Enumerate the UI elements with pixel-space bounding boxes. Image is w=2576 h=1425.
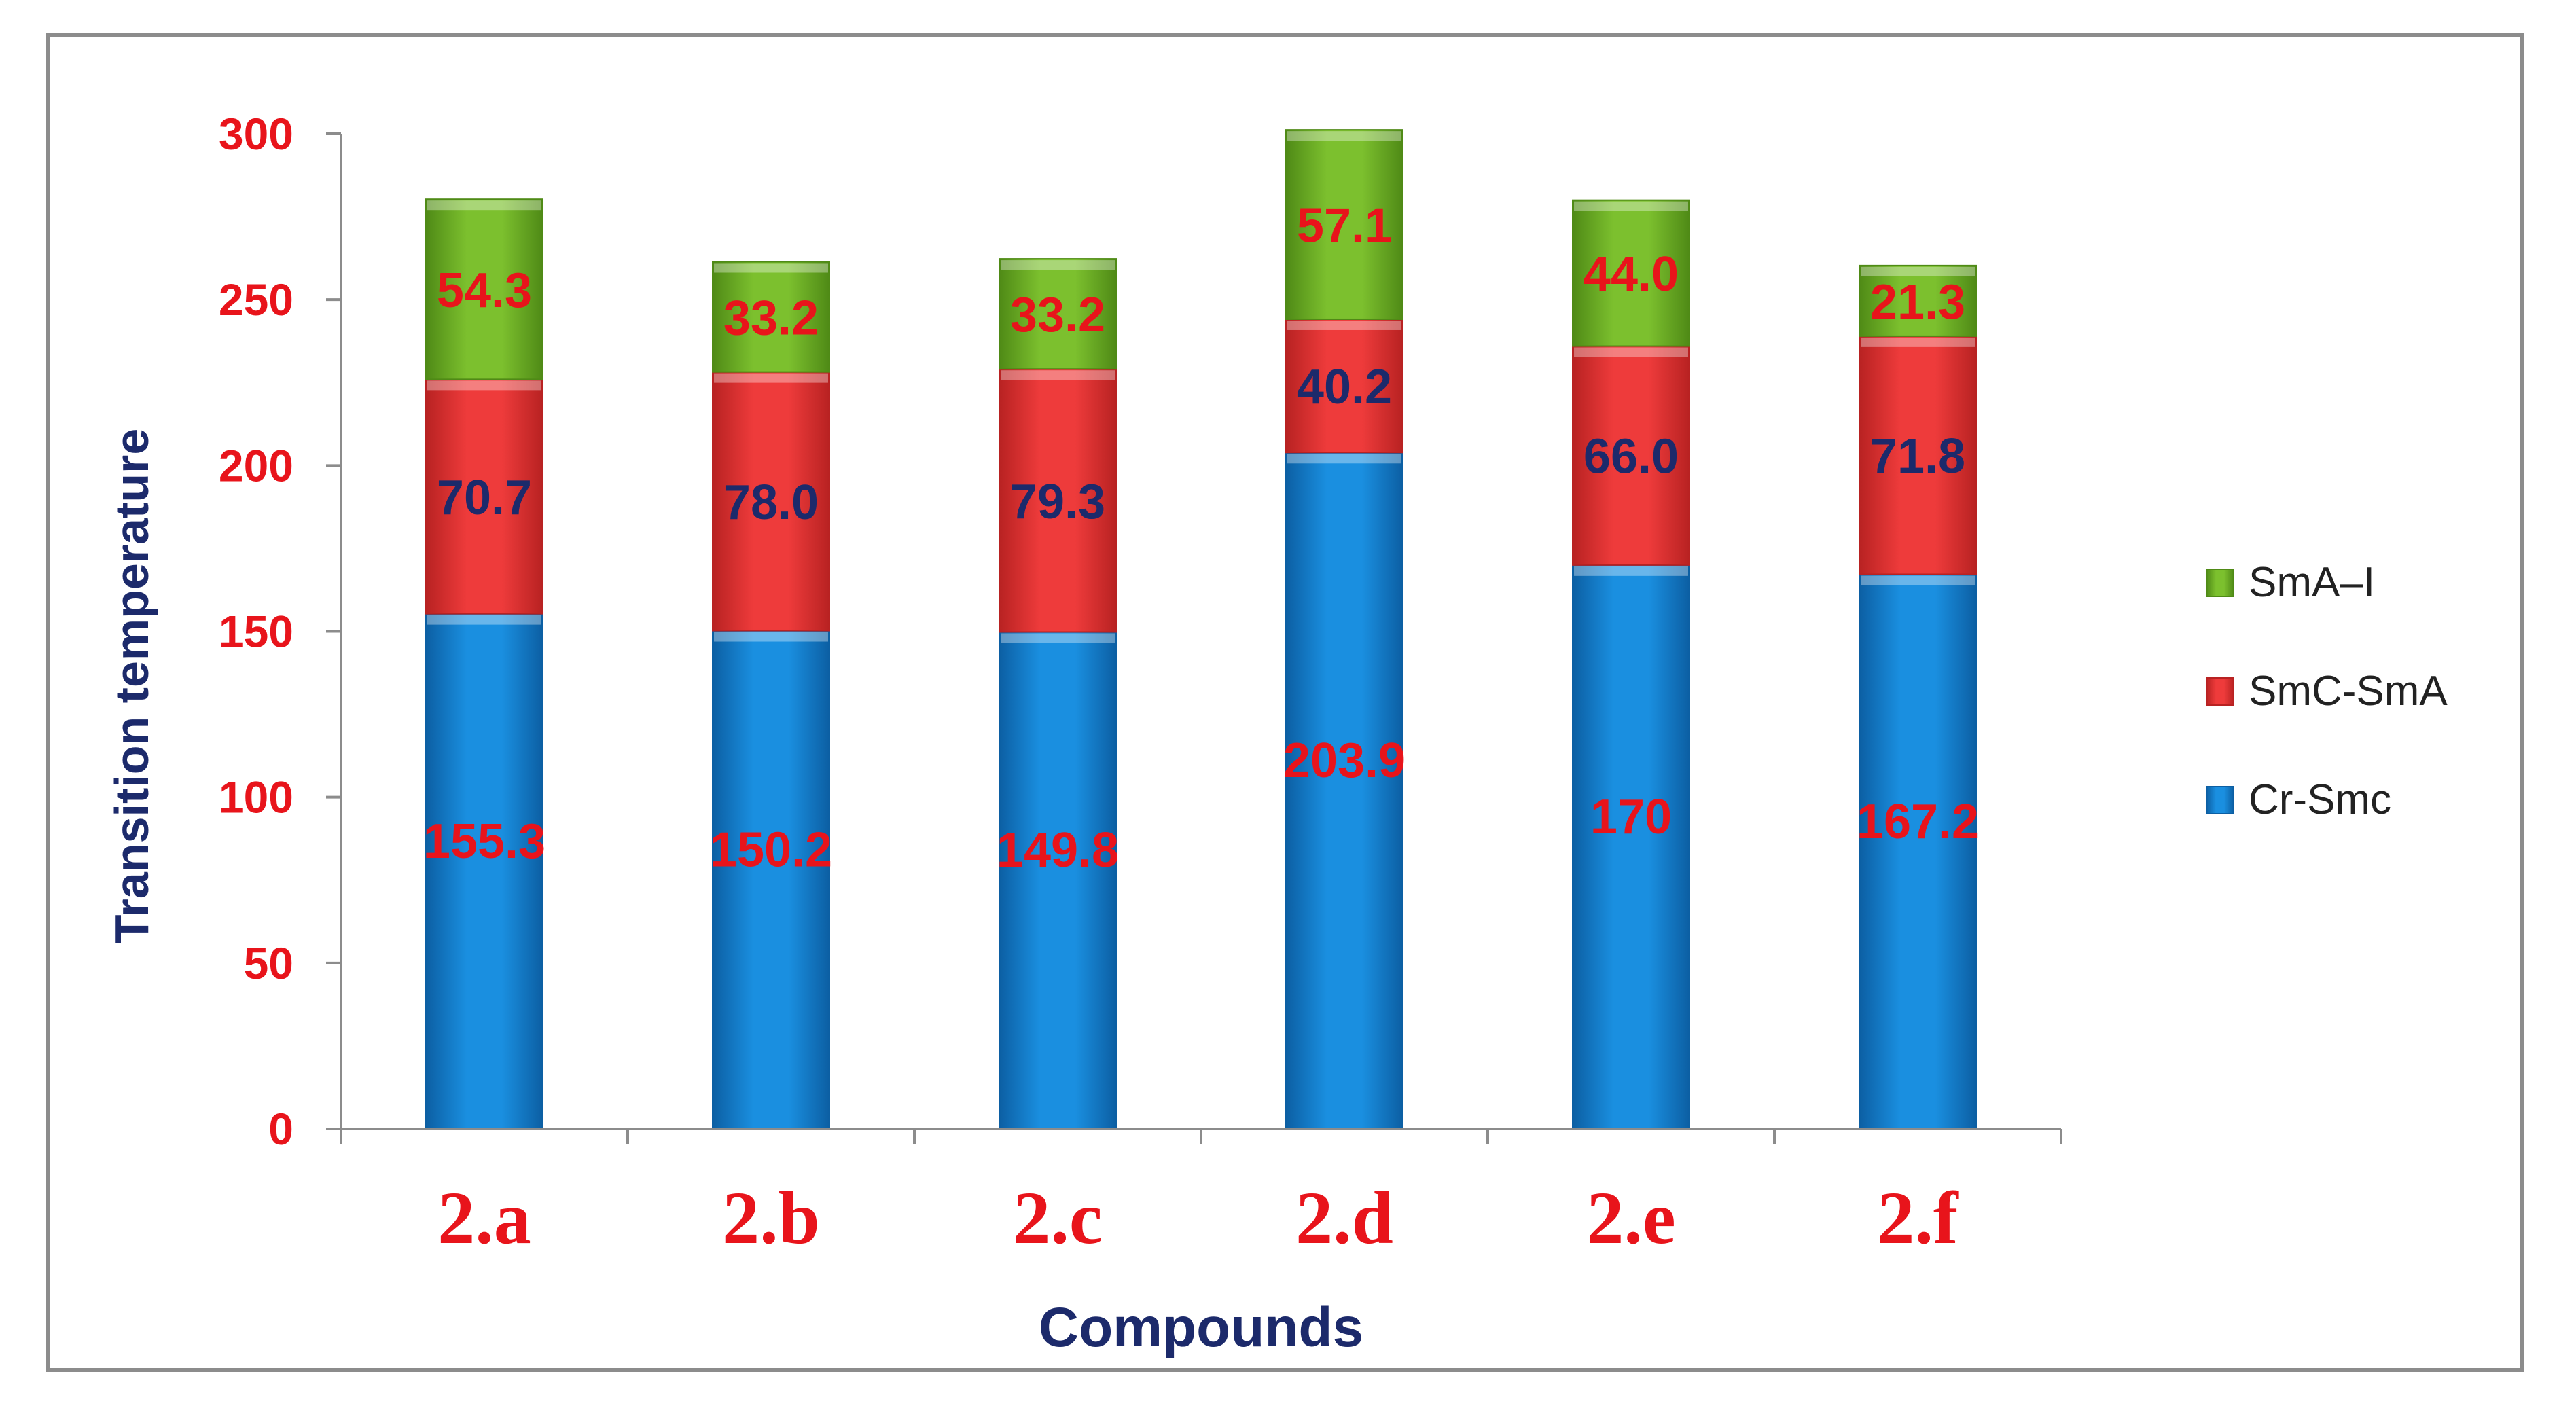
- bar-segment: [1285, 452, 1403, 1130]
- bar-segment-highlight: [1001, 633, 1115, 643]
- y-ticks-group: 0 50 100 150 200 250 300: [219, 109, 341, 1154]
- data-label: 78.0: [723, 475, 819, 530]
- y-tick-label: 250: [219, 274, 293, 325]
- bar-segment: [999, 258, 1117, 370]
- data-label: 54.3: [437, 264, 532, 318]
- y-axis-title: Transition temperature: [105, 429, 158, 944]
- data-label: 44.0: [1584, 247, 1679, 302]
- data-label: 66.0: [1584, 430, 1679, 484]
- data-label: 149.8: [997, 823, 1119, 878]
- data-label: 57.1: [1297, 199, 1392, 253]
- bar-segment-highlight: [1287, 131, 1401, 141]
- bar-segment-highlight: [427, 380, 541, 391]
- bar-segment: [999, 631, 1117, 1130]
- bar-segment-highlight: [1861, 337, 1975, 347]
- bar-segment-highlight: [1861, 266, 1975, 276]
- x-tick-label: 2.f: [1877, 1176, 1959, 1259]
- data-label: 33.2: [1010, 288, 1105, 342]
- data-label: 170: [1590, 790, 1672, 844]
- bar-segment-highlight: [1574, 201, 1688, 211]
- y-tick-label: 150: [219, 607, 293, 657]
- data-label: 21.3: [1870, 275, 1965, 329]
- bar-segment-highlight: [714, 263, 828, 273]
- x-tick-label: 2.e: [1586, 1176, 1675, 1259]
- data-label: 33.2: [723, 291, 819, 346]
- bar-segment: [712, 630, 830, 1130]
- bar-segment: [1572, 199, 1690, 347]
- data-labels-group: 155.3 70.7 54.3 150.2 78.0 33.2 149.8 79.3 33.2 2…: [423, 199, 1979, 878]
- legend-swatch: [2206, 677, 2234, 706]
- data-label: 167.2: [1857, 795, 1979, 849]
- bar-segment: [1572, 564, 1690, 1130]
- bar-segment: [999, 368, 1117, 633]
- bar-segment: [712, 371, 830, 632]
- x-tick-label: 2.c: [1013, 1176, 1102, 1259]
- data-label: 155.3: [423, 814, 545, 869]
- bar-segment-highlight: [1574, 566, 1688, 576]
- bar-segment: [425, 378, 543, 615]
- legend-swatch: [2206, 786, 2234, 814]
- data-label: 40.2: [1297, 360, 1392, 414]
- bar-segment-highlight: [714, 632, 828, 642]
- legend-label: SmA–I: [2249, 559, 2375, 606]
- y-tick-label: 50: [244, 938, 293, 988]
- x-axis-title: Compounds: [1039, 1297, 1363, 1358]
- data-label: 70.7: [437, 471, 532, 525]
- bar-segment: [425, 613, 543, 1130]
- x-tick-label: 2.b: [722, 1176, 820, 1259]
- bar-segment-highlight: [1001, 370, 1115, 380]
- y-tick-label: 100: [219, 772, 293, 823]
- data-label: 79.3: [1010, 475, 1105, 529]
- legend-label: Cr-Smc: [2249, 776, 2391, 823]
- bar-segment-highlight: [1574, 347, 1688, 357]
- bar-segment: [1572, 345, 1690, 566]
- data-label: 71.8: [1870, 429, 1965, 484]
- bar-segment-highlight: [1287, 454, 1401, 464]
- bar-segment-highlight: [1001, 260, 1115, 270]
- legend-swatch: [2206, 569, 2234, 597]
- bar-segment: [1859, 573, 1977, 1130]
- bar-segment: [712, 261, 830, 373]
- bar-segment-highlight: [714, 373, 828, 383]
- x-ticks-group: 2.a 2.b 2.c 2.d 2.e 2.f: [340, 1129, 2062, 1259]
- bar-segment-highlight: [427, 200, 541, 211]
- x-tick-label: 2.d: [1295, 1176, 1393, 1259]
- bar-segment: [1285, 318, 1403, 454]
- y-tick-label: 200: [219, 440, 293, 490]
- legend: SmA–I SmC-SmA Cr-Smc: [2206, 559, 2448, 823]
- bar-segment-highlight: [427, 615, 541, 625]
- data-label: 150.2: [710, 823, 832, 877]
- axes-group: [340, 134, 2061, 1130]
- data-label: 203.9: [1283, 734, 1406, 788]
- legend-label: SmC-SmA: [2249, 668, 2448, 715]
- bar-segment: [1285, 129, 1403, 320]
- bars-group: [425, 129, 1977, 1130]
- y-tick-label: 0: [268, 1104, 293, 1154]
- x-tick-label: 2.a: [437, 1176, 531, 1259]
- bar-segment: [425, 198, 543, 380]
- bar-segment: [1859, 264, 1977, 337]
- y-tick-label: 300: [219, 109, 293, 159]
- bar-segment-highlight: [1861, 575, 1975, 585]
- bar-segment: [1859, 335, 1977, 575]
- bar-segment-highlight: [1287, 320, 1401, 330]
